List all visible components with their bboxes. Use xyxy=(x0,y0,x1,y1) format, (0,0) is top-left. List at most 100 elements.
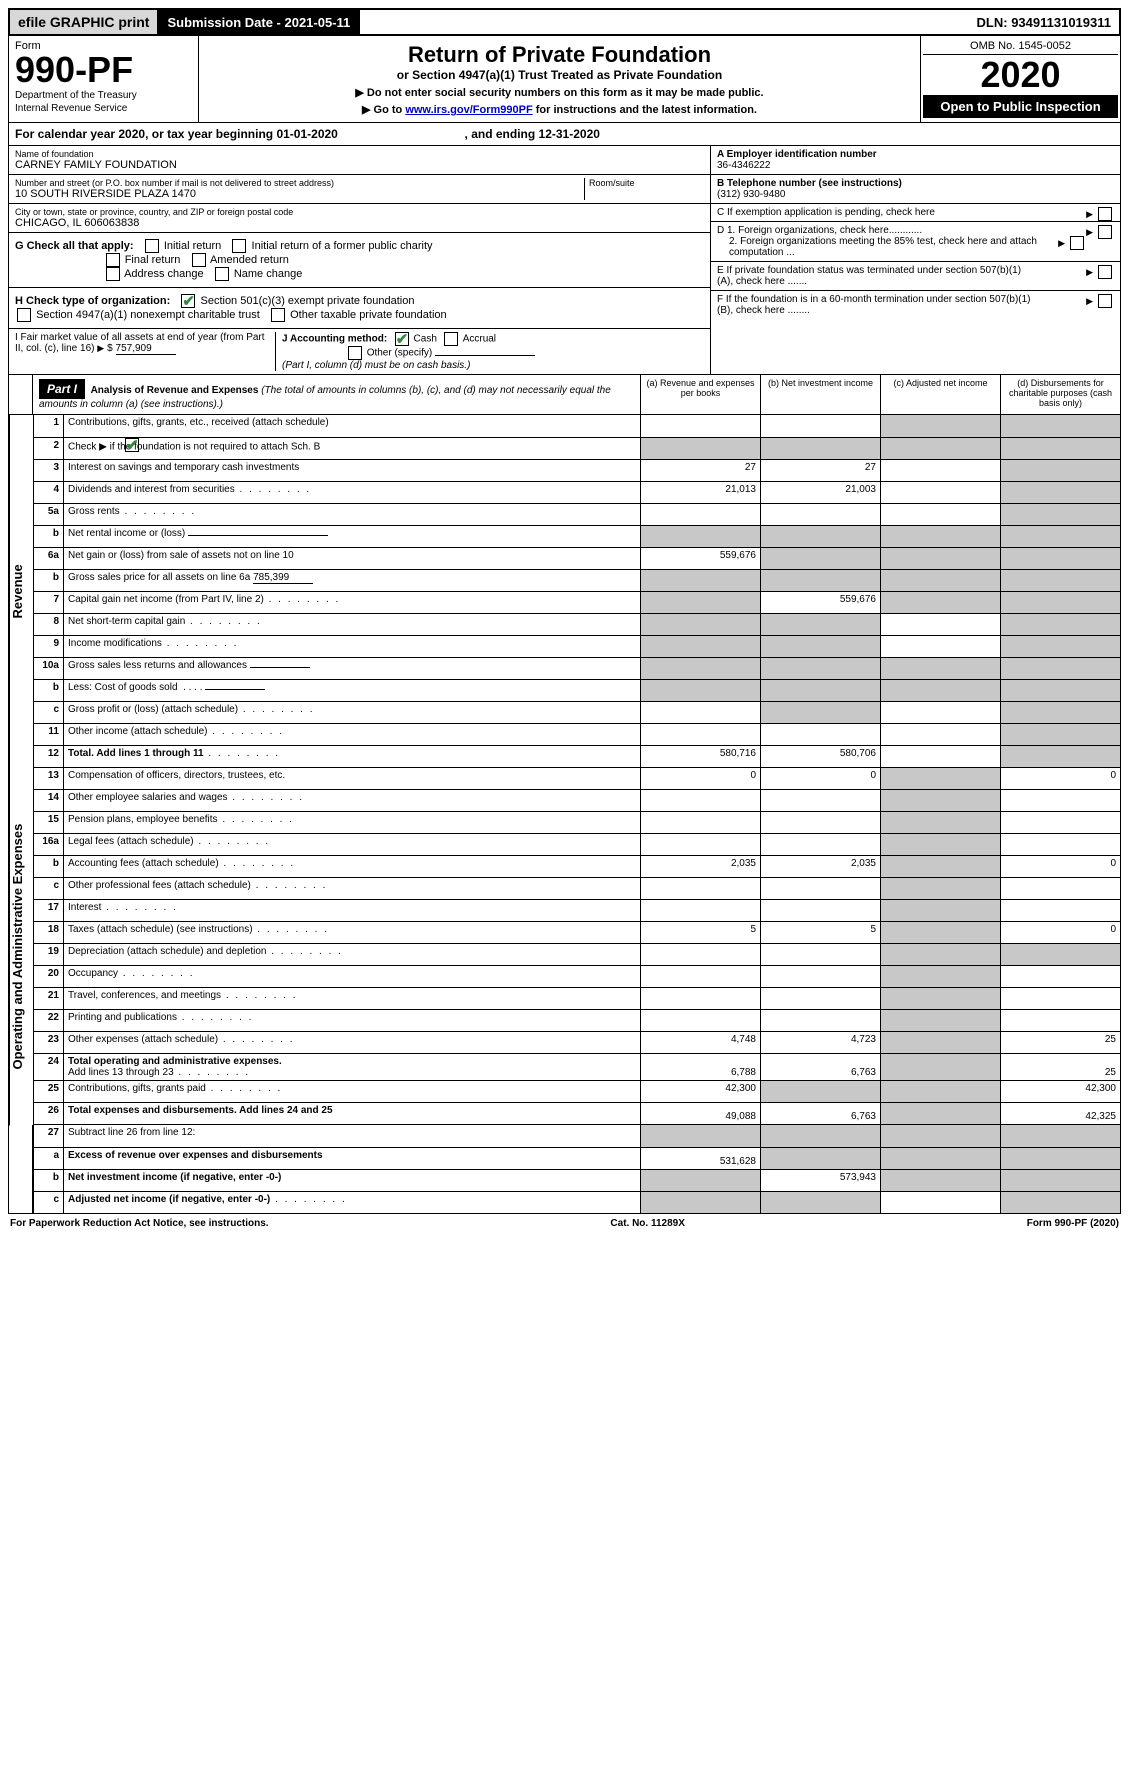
table-row: bNet rental income or (loss) xyxy=(34,525,1121,547)
row-26-desc: Total expenses and disbursements. Add li… xyxy=(64,1103,641,1125)
g-label: G Check all that apply: xyxy=(15,240,134,252)
chk-accrual[interactable] xyxy=(444,332,458,346)
col-a-hdr: (a) Revenue and expenses per books xyxy=(640,375,760,414)
chk-name-change[interactable] xyxy=(215,267,229,281)
chk-other-taxable[interactable] xyxy=(271,308,285,322)
row-9-desc: Income modifications xyxy=(64,635,641,657)
row-27b-b: 573,943 xyxy=(761,1169,881,1191)
chk-501c3[interactable] xyxy=(181,294,195,308)
j-cash: Cash xyxy=(414,334,437,345)
row-8-desc: Net short-term capital gain xyxy=(64,613,641,635)
row-10c-desc: Gross profit or (loss) (attach schedule) xyxy=(64,701,641,723)
table-row: aExcess of revenue over expenses and dis… xyxy=(34,1147,1121,1169)
row-27b-desc: Net investment income (if negative, ente… xyxy=(64,1169,641,1191)
header-right: OMB No. 1545-0052 2020 Open to Public In… xyxy=(920,36,1120,122)
chk-initial-former[interactable] xyxy=(232,239,246,253)
table-row: 11Other income (attach schedule) xyxy=(34,723,1121,745)
info-right: A Employer identification number 36-4346… xyxy=(710,146,1120,374)
table-row: 1Contributions, gifts, grants, etc., rec… xyxy=(34,415,1121,437)
table-row: 6aNet gain or (loss) from sale of assets… xyxy=(34,547,1121,569)
row-6b-val: 785,399 xyxy=(253,572,313,584)
col-b-hdr: (b) Net investment income xyxy=(760,375,880,414)
info-left: Name of foundation CARNEY FAMILY FOUNDAT… xyxy=(9,146,710,374)
calyear-pre: For calendar year 2020, or tax year begi… xyxy=(15,127,276,141)
table-row: 23Other expenses (attach schedule)4,7484… xyxy=(34,1032,1121,1054)
chk-d2[interactable] xyxy=(1070,236,1084,250)
foundation-name: CARNEY FAMILY FOUNDATION xyxy=(15,159,704,171)
expenses-section: Operating and Administrative Expenses 13… xyxy=(8,768,1121,1126)
chk-f[interactable] xyxy=(1098,294,1112,308)
c-cell: C If exemption application is pending, c… xyxy=(711,204,1120,222)
e-cell: E If private foundation status was termi… xyxy=(711,262,1120,291)
row-12-b: 580,706 xyxy=(761,745,881,767)
part1-title: Analysis of Revenue and Expenses xyxy=(91,385,259,396)
row-27c-desc: Adjusted net income (if negative, enter … xyxy=(64,1191,641,1213)
open-to-public: Open to Public Inspection xyxy=(923,95,1118,118)
row-5a-desc: Gross rents xyxy=(64,503,641,525)
irs-link[interactable]: www.irs.gov/Form990PF xyxy=(405,104,532,116)
row-10b-desc: Less: Cost of goods sold . . . . xyxy=(64,679,641,701)
chk-4947[interactable] xyxy=(17,308,31,322)
chk-c[interactable] xyxy=(1098,207,1112,221)
chk-final[interactable] xyxy=(106,253,120,267)
g-check-row: G Check all that apply: Initial return I… xyxy=(9,233,710,288)
row-20-desc: Occupancy xyxy=(64,966,641,988)
dln: DLN: 93491131019311 xyxy=(969,10,1119,34)
instr-goto-pre: ▶ Go to xyxy=(362,104,405,116)
calendar-year-row: For calendar year 2020, or tax year begi… xyxy=(8,123,1121,146)
g-initial-former: Initial return of a former public charit… xyxy=(252,240,433,252)
part1-title-cell: Part I Analysis of Revenue and Expenses … xyxy=(33,375,640,414)
table-row: 5aGross rents xyxy=(34,503,1121,525)
h-label: H Check type of organization: xyxy=(15,295,170,307)
chk-amended[interactable] xyxy=(192,253,206,267)
table-row: 22Printing and publications xyxy=(34,1010,1121,1032)
chk-addr-change[interactable] xyxy=(106,267,120,281)
phone-cell: B Telephone number (see instructions) (3… xyxy=(711,175,1120,204)
chk-other-method[interactable] xyxy=(348,346,362,360)
row-27a-a: 531,628 xyxy=(641,1147,761,1169)
table-row: 20Occupancy xyxy=(34,966,1121,988)
row-24-b: 6,763 xyxy=(761,1054,881,1081)
row-12-desc: Total. Add lines 1 through 11 xyxy=(64,745,641,767)
chk-sch-b[interactable] xyxy=(125,438,139,452)
chk-cash[interactable] xyxy=(395,332,409,346)
row-4-a: 21,013 xyxy=(641,481,761,503)
instr-goto: ▶ Go to www.irs.gov/Form990PF for instru… xyxy=(209,103,910,116)
chk-e[interactable] xyxy=(1098,265,1112,279)
table-row: 25Contributions, gifts, grants paid42,30… xyxy=(34,1081,1121,1103)
table-row: 7Capital gain net income (from Part IV, … xyxy=(34,591,1121,613)
table-row: 4Dividends and interest from securities2… xyxy=(34,481,1121,503)
table-row: 24Total operating and administrative exp… xyxy=(34,1054,1121,1081)
col-d-hdr: (d) Disbursements for charitable purpose… xyxy=(1000,375,1120,414)
chk-initial[interactable] xyxy=(145,239,159,253)
addr-label: Number and street (or P.O. box number if… xyxy=(15,178,584,188)
row-16a-desc: Legal fees (attach schedule) xyxy=(64,834,641,856)
row-3-desc: Interest on savings and temporary cash i… xyxy=(64,459,641,481)
row-13-desc: Compensation of officers, directors, tru… xyxy=(64,768,641,790)
row-4-b: 21,003 xyxy=(761,481,881,503)
g-amended: Amended return xyxy=(210,254,289,266)
row-25-a: 42,300 xyxy=(641,1081,761,1103)
row-11-desc: Other income (attach schedule) xyxy=(64,723,641,745)
table-row: bLess: Cost of goods sold . . . . xyxy=(34,679,1121,701)
row-18-desc: Taxes (attach schedule) (see instruction… xyxy=(64,922,641,944)
omb-number: OMB No. 1545-0052 xyxy=(923,38,1118,55)
row-1-desc: Contributions, gifts, grants, etc., rece… xyxy=(64,415,641,437)
row-24-desc: Total operating and administrative expen… xyxy=(64,1054,641,1081)
row-13-a: 0 xyxy=(641,768,761,790)
table-row: bNet investment income (if negative, ent… xyxy=(34,1169,1121,1191)
expenses-table: 13Compensation of officers, directors, t… xyxy=(33,768,1121,1126)
d-cell: D 1. Foreign organizations, check here..… xyxy=(711,222,1120,262)
row-13-b: 0 xyxy=(761,768,881,790)
i-value: 757,909 xyxy=(116,343,176,355)
part1-badge: Part I xyxy=(39,379,85,399)
chk-d1[interactable] xyxy=(1098,225,1112,239)
table-row: 2Check ▶ if the foundation is not requir… xyxy=(34,437,1121,459)
table-row: bAccounting fees (attach schedule)2,0352… xyxy=(34,856,1121,878)
table-row: 21Travel, conferences, and meetings xyxy=(34,988,1121,1010)
row-2-desc: Check ▶ if the foundation is not require… xyxy=(64,437,641,459)
row-7-desc: Capital gain net income (from Part IV, l… xyxy=(64,591,641,613)
row-15-desc: Pension plans, employee benefits xyxy=(64,812,641,834)
h-opt2: Section 4947(a)(1) nonexempt charitable … xyxy=(36,309,260,321)
i-j-row: I Fair market value of all assets at end… xyxy=(9,329,710,374)
